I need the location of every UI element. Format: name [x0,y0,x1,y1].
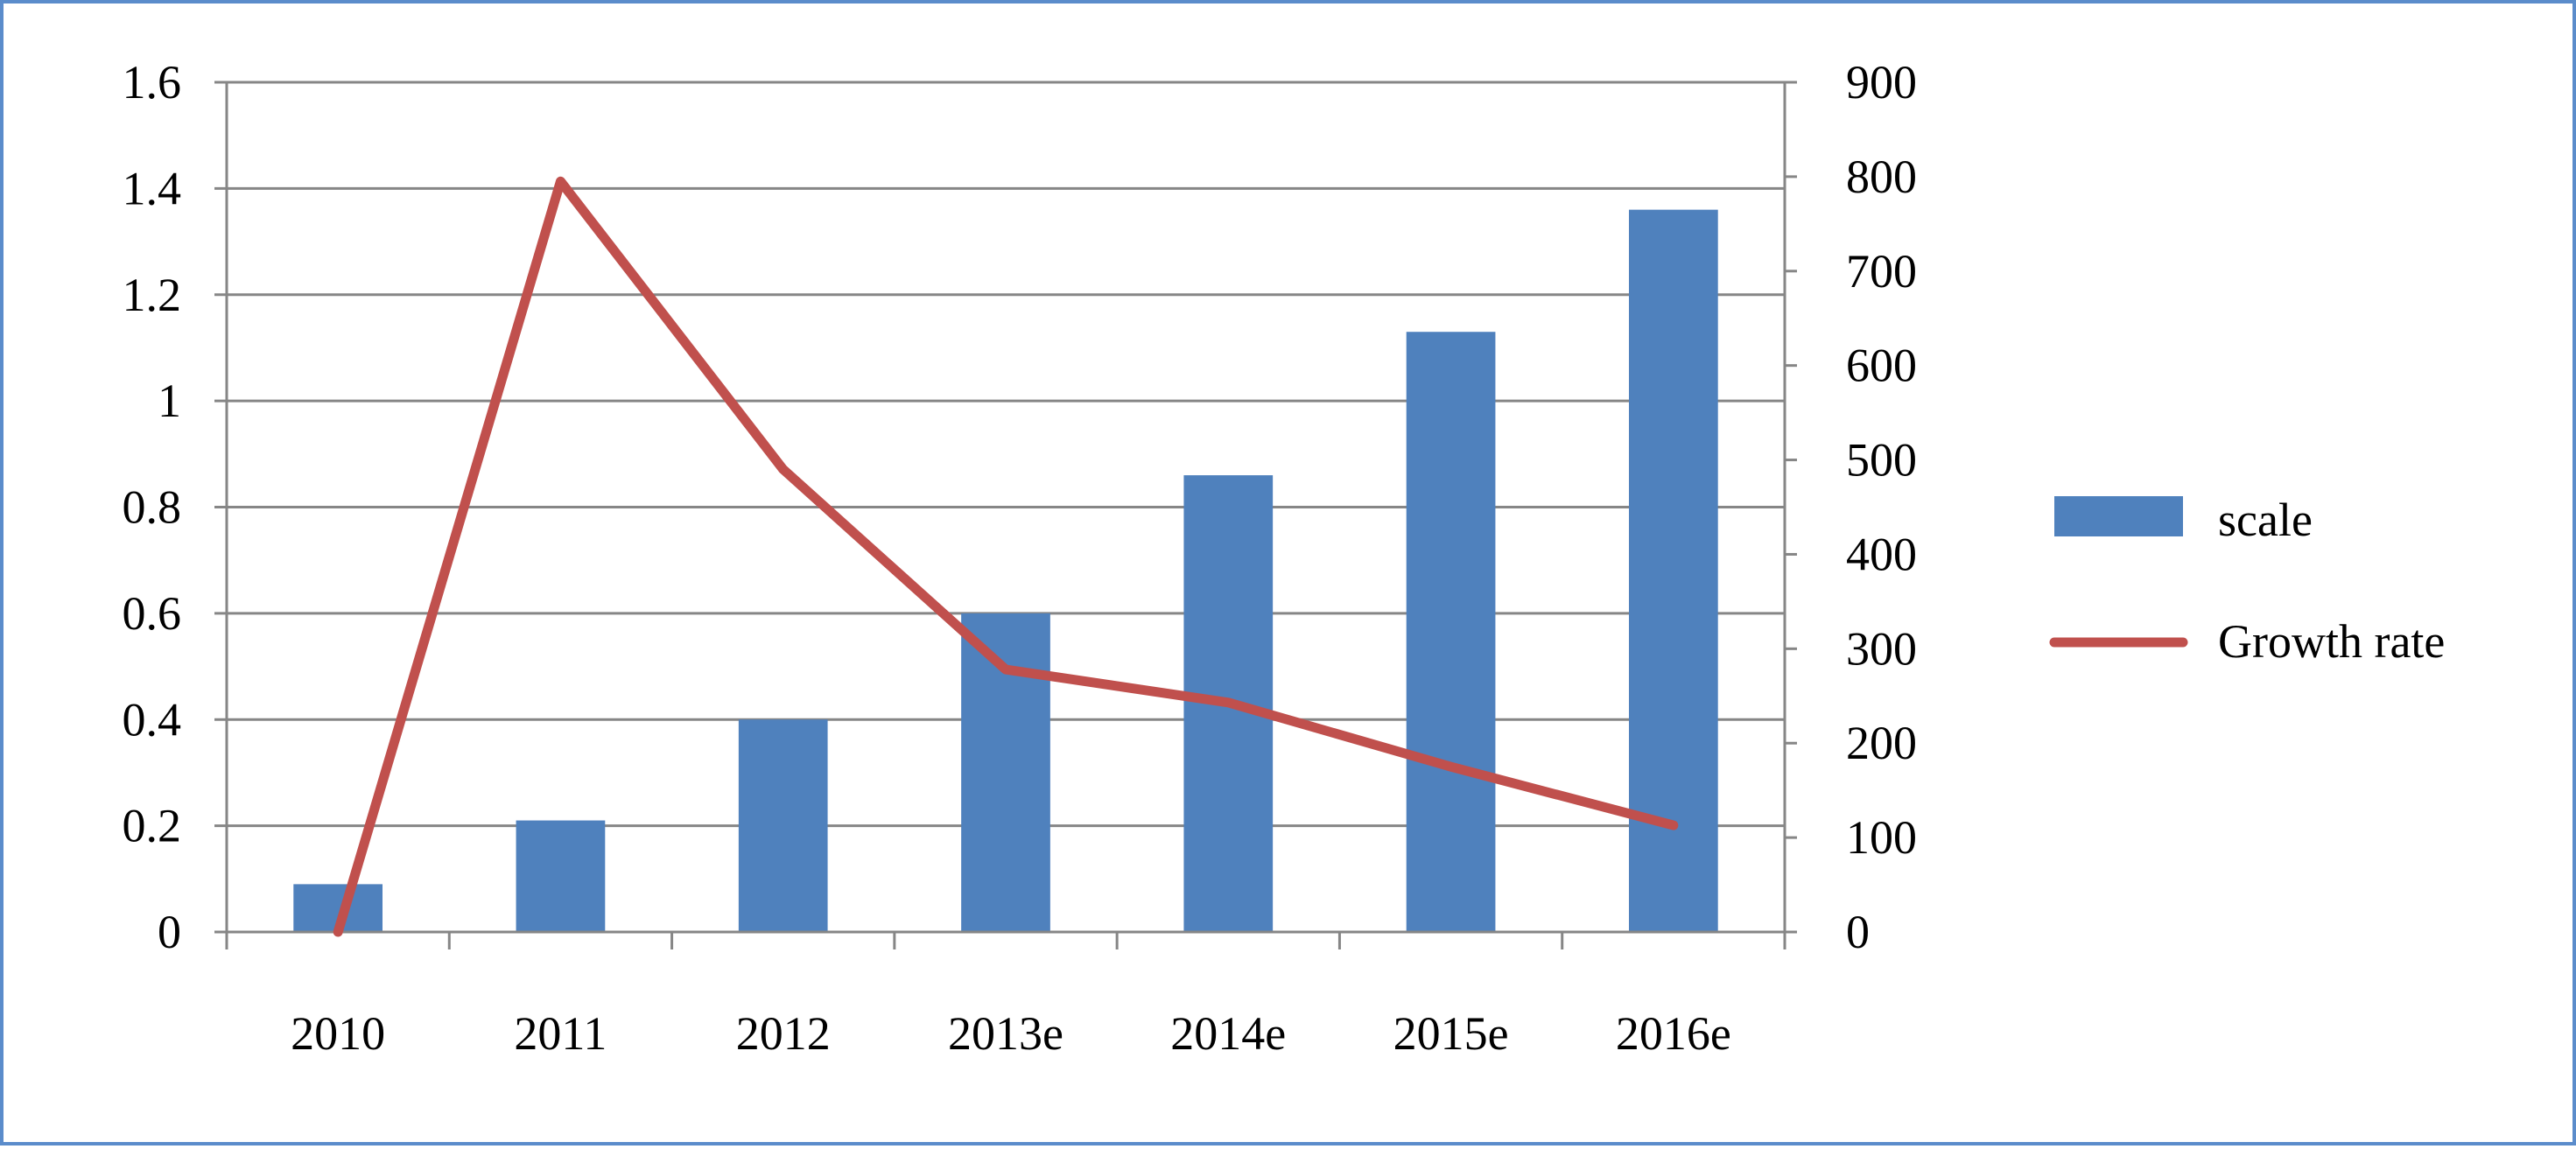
right-axis-tick-label: 600 [1846,340,1917,392]
gridlines [227,81,1785,934]
left-axis-tick-label: 0.2 [123,800,182,852]
right-axis-tick-label: 700 [1846,245,1917,298]
legend-label-scale: scale [2218,494,2313,546]
combo-chart: 0 0.2 0.4 0.6 0.8 1 1.2 1.4 1.6 0 100 200 300 400 500 6… [123,56,2446,1060]
legend-swatch-scale [2054,496,2183,536]
legend-label-growth-rate: Growth rate [2218,615,2445,668]
right-axis-tick-label: 900 [1846,56,1917,109]
bar-scale [516,820,606,932]
left-axis-tick-label: 1.4 [123,162,182,214]
x-axis-tick-label: 2014e [1170,1007,1286,1060]
right-axis-tick-label: 200 [1846,717,1917,769]
left-axis-tick-label: 1.6 [123,56,182,109]
x-axis-tick-label: 2011 [514,1007,607,1060]
bar-scale [961,613,1050,932]
right-axis-tick-label: 0 [1846,906,1870,958]
left-axis-tick-label: 0 [158,906,181,958]
bar-scale [1406,332,1496,932]
right-axis-tick-label: 100 [1846,811,1917,864]
x-axis-tick-label: 2012 [736,1007,831,1060]
x-axis-tick-label: 2013e [948,1007,1063,1060]
x-axis-tick-label: 2016e [1616,1007,1731,1060]
left-axis-tick-label: 1 [158,375,181,427]
left-axis-tick-label: 0.8 [123,481,182,534]
x-axis-tick-label: 2010 [291,1007,385,1060]
tick-labels: 0 0.2 0.4 0.6 0.8 1 1.2 1.4 1.6 0 100 200 300 400 500 6… [123,56,1918,1060]
right-axis-tick-label: 300 [1846,622,1917,675]
line-growth-rate [333,176,1679,937]
right-axis-tick-label: 500 [1846,434,1917,487]
bar-series [293,209,1718,932]
bar-scale [738,719,828,932]
left-axis-tick-label: 0.6 [123,587,182,640]
line-series [333,176,1679,937]
left-axis-tick-label: 1.2 [123,269,182,321]
x-axis-tick-label: 2015e [1393,1007,1509,1060]
bar-scale [1629,209,1718,932]
left-axis-tick-label: 0.4 [123,693,182,746]
right-axis-tick-label: 400 [1846,528,1917,580]
axes [214,81,1797,949]
right-axis-tick-label: 800 [1846,151,1917,203]
legend: scale Growth rate [2049,494,2445,668]
